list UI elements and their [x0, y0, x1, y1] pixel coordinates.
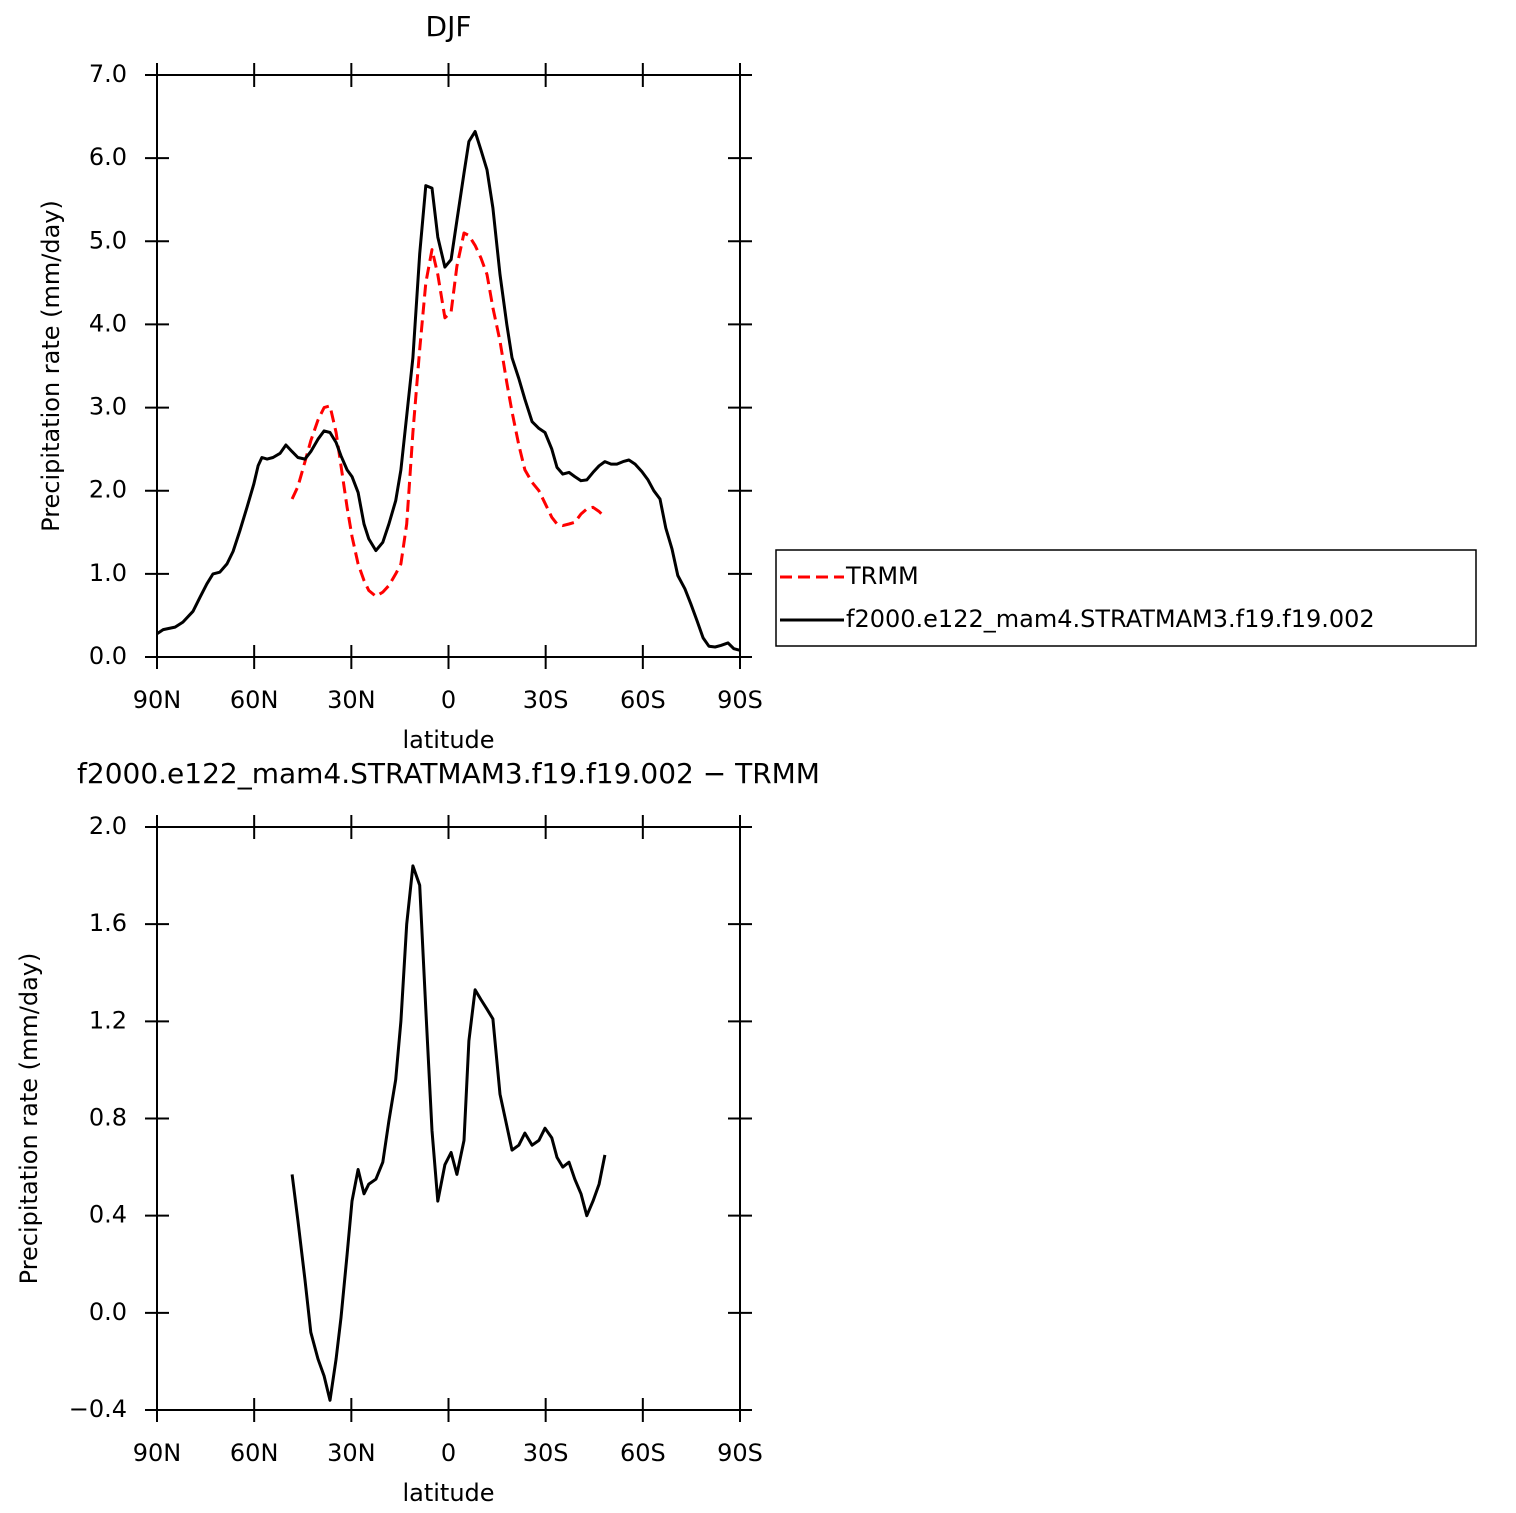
x-tick-label: 60S [620, 1439, 666, 1467]
y-tick-label: 0.4 [89, 1201, 127, 1229]
x-tick-label: 60S [620, 686, 666, 714]
y-tick-label: 1.6 [89, 909, 127, 937]
legend-label: f2000.e122_mam4.STRATMAM3.f19.f19.002 [846, 605, 1375, 633]
x-tick-label: 90S [717, 686, 763, 714]
y-axis-label: Precipitation rate (mm/day) [15, 953, 43, 1285]
y-tick-label: 5.0 [89, 226, 127, 254]
y-tick-label: 0.8 [89, 1104, 127, 1132]
chart-title: f2000.e122_mam4.STRATMAM3.f19.f19.002 − … [77, 757, 820, 790]
data-line [290, 231, 606, 598]
x-tick-label: 90N [133, 1439, 182, 1467]
y-axis-label: Precipitation rate (mm/day) [37, 200, 65, 532]
legend-box [775, 549, 1477, 647]
y-tick-label: 1.0 [89, 559, 127, 587]
plot-frame [156, 74, 741, 658]
legend-label: TRMM [845, 562, 919, 590]
x-tick-label: 90N [133, 686, 182, 714]
y-tick-label: −0.4 [69, 1395, 127, 1423]
y-tick-label: 0.0 [89, 1298, 127, 1326]
x-tick-label: 90S [717, 1439, 763, 1467]
x-tick-label: 30N [327, 686, 376, 714]
x-tick-label: 0 [441, 686, 456, 714]
x-tick-label: 60N [230, 686, 279, 714]
chart-title: DJF [426, 10, 472, 43]
data-line [156, 130, 741, 652]
y-tick-label: 4.0 [89, 309, 127, 337]
y-tick-label: 6.0 [89, 143, 127, 171]
y-tick-label: 2.0 [89, 812, 127, 840]
x-tick-label: 60N [230, 1439, 279, 1467]
x-tick-label: 30S [523, 686, 569, 714]
x-tick-label: 0 [441, 1439, 456, 1467]
plot-frame [156, 826, 741, 1411]
y-tick-label: 0.0 [89, 642, 127, 670]
y-tick-label: 3.0 [89, 393, 127, 421]
data-line [290, 864, 607, 1402]
x-axis-label: latitude [402, 726, 494, 754]
y-tick-label: 2.0 [89, 476, 127, 504]
x-tick-label: 30S [523, 1439, 569, 1467]
x-tick-label: 30N [327, 1439, 376, 1467]
x-axis-label: latitude [402, 1479, 494, 1507]
y-tick-label: 7.0 [89, 60, 127, 88]
y-tick-label: 1.2 [89, 1006, 127, 1034]
